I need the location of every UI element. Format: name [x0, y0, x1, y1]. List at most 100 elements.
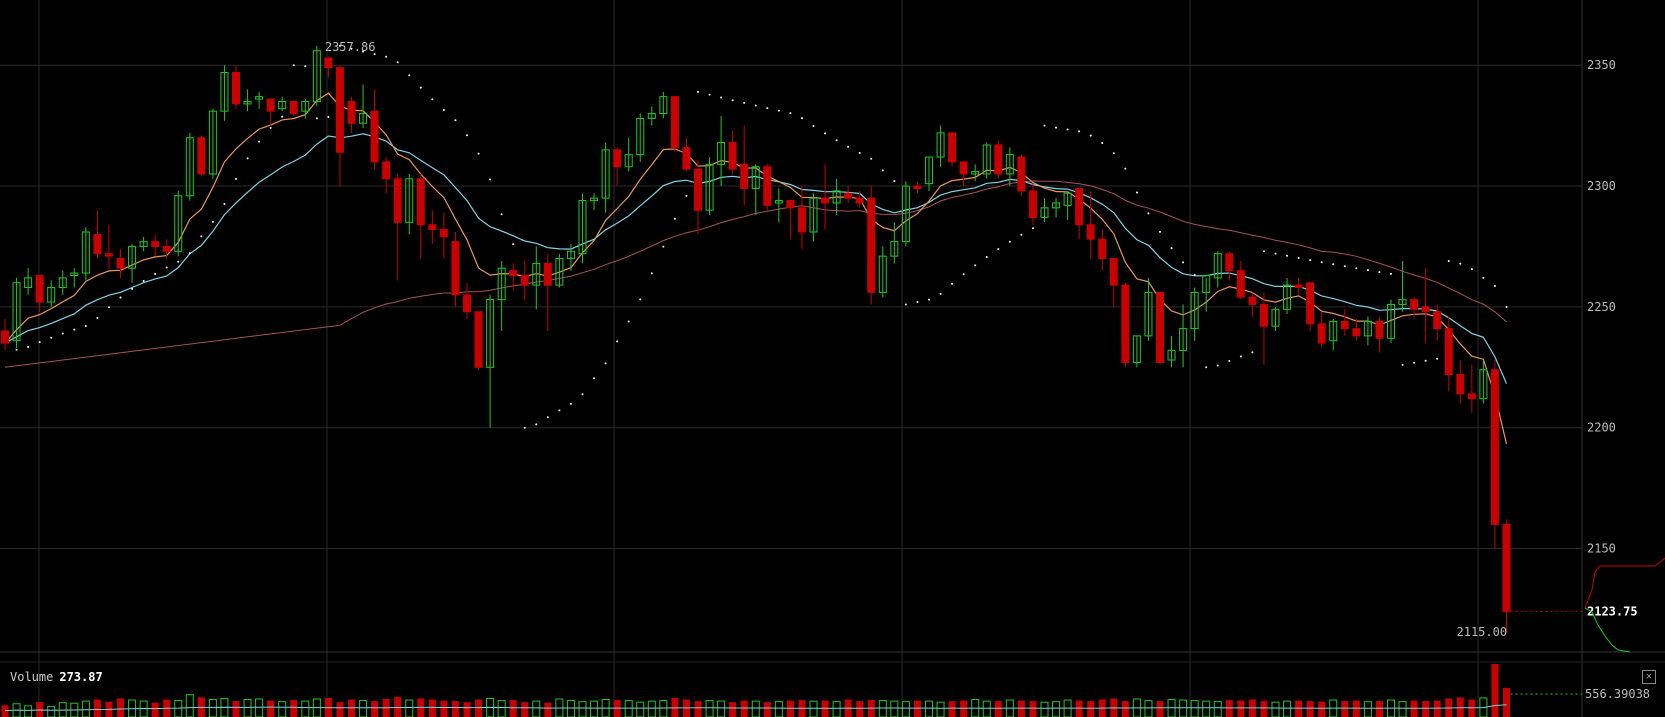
volume-bar-down [1029, 701, 1037, 717]
candle-body-up [301, 100, 310, 112]
candle-body-down [1502, 523, 1511, 612]
volume-bar-down [1422, 701, 1430, 717]
volume-bar-up [636, 701, 645, 717]
volume-bar-down [1341, 701, 1349, 717]
volume-bar-up [659, 700, 668, 717]
sar-dot [315, 117, 318, 120]
sar-dot [1170, 247, 1173, 250]
candle-body-down [670, 96, 679, 148]
volume-bar-up [532, 700, 541, 717]
candle-body-down [1340, 320, 1349, 330]
volume-label: Volume 273.87 [10, 670, 103, 684]
candle-body-down [1017, 156, 1026, 192]
volume-bar-down [1318, 701, 1326, 717]
sar-dot [442, 109, 445, 112]
sar-dot [731, 99, 734, 102]
close-volume-icon[interactable]: ✕ [1642, 670, 1656, 684]
candle-body-up [1202, 274, 1211, 293]
candle-body-up [1271, 308, 1280, 327]
sar-dot [569, 402, 572, 405]
candle-body-up [81, 231, 90, 274]
candle-body-up [278, 100, 287, 110]
sar-dot [800, 117, 803, 120]
sar-dot [523, 426, 526, 429]
sar-dot [1493, 284, 1496, 287]
candle-body-down [370, 110, 379, 163]
candle-body-down [266, 98, 275, 112]
candle-body-down [335, 67, 344, 153]
volume-bar-down [232, 701, 240, 717]
candle-body-up [220, 71, 229, 112]
sar-dot [1089, 134, 1092, 137]
volume-bar-down [428, 699, 436, 717]
volume-bar-up [359, 700, 368, 717]
sar-dot [1401, 363, 1404, 366]
candle-body-up [1167, 349, 1176, 361]
sar-dot [373, 53, 376, 56]
candle-body-up [901, 185, 910, 243]
candle-body-down [116, 258, 125, 269]
volume-bar-up [1213, 701, 1222, 717]
sar-dot [789, 112, 792, 115]
sar-dot [847, 145, 850, 148]
sar-dot [766, 107, 769, 110]
volume-bar-down [1295, 700, 1303, 717]
sar-dot [997, 248, 1000, 251]
candle-body-down [151, 241, 160, 247]
sar-dot [812, 124, 815, 127]
candle-body-up [532, 262, 541, 286]
sar-dot [916, 300, 919, 303]
sar-dot [1020, 233, 1023, 236]
volume-bar-up [1179, 699, 1188, 717]
candle-body-down [1421, 306, 1430, 313]
sar-dot [15, 348, 18, 351]
candle-body-up [717, 142, 726, 165]
volume-bar-down [451, 701, 459, 717]
volume-bar-up [624, 700, 633, 717]
sar-dot [1205, 366, 1208, 369]
sar-dot [165, 266, 168, 269]
volume-bar-down [1503, 687, 1510, 717]
candle-body-up [832, 190, 841, 204]
candle-body-down [1225, 253, 1234, 272]
sar-dot [1309, 259, 1312, 262]
volume-bar-up [243, 699, 252, 717]
sar-dot [685, 194, 688, 197]
candle-body-down [740, 163, 749, 189]
volume-bar-down [740, 700, 748, 717]
sar-dot [38, 341, 41, 344]
sar-dot [939, 292, 942, 295]
sar-dot [777, 109, 780, 112]
volume-bar-up [1190, 700, 1199, 717]
y-tick-label: 2150 [1587, 542, 1616, 556]
sar-dot [1332, 263, 1335, 266]
volume-avg-line [4, 704, 1507, 712]
volume-bar-down [1156, 701, 1164, 717]
candle-body-down [959, 161, 968, 175]
volume-bar-down [463, 702, 471, 717]
candle-body-down [1236, 270, 1245, 298]
sar-dot [385, 55, 388, 58]
candle-body-up [590, 197, 599, 202]
candle-body-down [324, 57, 333, 69]
candle-body-down [543, 262, 552, 286]
candle-body-up [47, 287, 56, 303]
volume-bar-down [1075, 700, 1083, 717]
volume-bar-up [81, 700, 90, 717]
sar-dot [858, 151, 861, 154]
sar-dot [881, 169, 884, 172]
candle-body-up [139, 241, 148, 247]
sar-dot [258, 140, 261, 143]
sar-dot [142, 279, 145, 282]
candle-body-up [1363, 320, 1372, 337]
volume-bar-down [371, 701, 379, 717]
sar-dot [396, 61, 399, 64]
volume-bar-up [936, 701, 945, 717]
candle-body-down [1444, 328, 1453, 376]
volume-bar-up [405, 699, 414, 717]
candle-body-down [1294, 284, 1303, 289]
sar-dot [951, 282, 954, 285]
sar-dot [1274, 252, 1277, 255]
